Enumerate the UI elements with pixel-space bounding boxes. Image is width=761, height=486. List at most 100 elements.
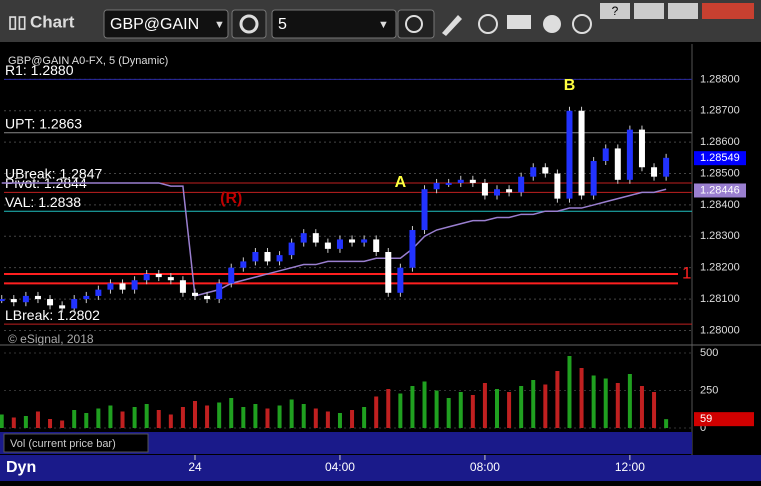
volume-bar <box>434 390 439 428</box>
volume-bar <box>627 374 632 428</box>
volume-bar <box>108 405 113 428</box>
volume-bar <box>265 408 270 428</box>
candle <box>119 283 126 290</box>
maximize-button[interactable] <box>668 3 698 19</box>
study-button[interactable] <box>478 14 498 34</box>
candle <box>433 182 440 190</box>
symbol: GBP@GAIN <box>110 16 199 33</box>
y-tick-label: 1.28800 <box>700 73 740 85</box>
y-tick-label: 1.28700 <box>700 105 740 117</box>
volume-bar <box>144 404 149 428</box>
interval-box[interactable] <box>271 9 397 39</box>
volume-bar <box>180 407 185 428</box>
volume-bar <box>422 381 427 428</box>
candle <box>578 110 585 196</box>
candle <box>324 242 331 249</box>
volume-bar <box>60 420 65 428</box>
candle <box>10 299 17 303</box>
clock-icon <box>405 15 423 33</box>
help-button[interactable] <box>600 3 630 19</box>
volume-tag-label: 59 <box>700 413 712 425</box>
candle <box>312 233 319 243</box>
candle <box>349 239 356 243</box>
x-tick-label: 12:00 <box>615 460 645 474</box>
play-button[interactable] <box>543 15 561 33</box>
volume-bar <box>217 402 222 428</box>
candle <box>457 179 464 183</box>
volume-bar <box>11 417 16 428</box>
candle <box>373 239 380 252</box>
mode-label[interactable]: Dyn <box>6 459 36 476</box>
price-tag-label: 1.28549 <box>700 152 740 164</box>
volume-bar <box>84 413 89 428</box>
candle <box>421 189 428 231</box>
x-tick-label: 04:00 <box>325 460 355 474</box>
interval: 5 <box>278 16 287 33</box>
settings-button[interactable] <box>231 9 267 39</box>
volume-bar <box>507 392 512 428</box>
candle <box>47 299 54 306</box>
candle <box>179 280 186 293</box>
level-label: LBreak: 1.2802 <box>5 307 100 323</box>
volume-bar <box>579 368 584 428</box>
volume-bar <box>615 383 620 428</box>
copyright: © eSignal, 2018 <box>8 332 94 346</box>
get-button[interactable] <box>507 15 531 29</box>
y-tick-label: 1.28400 <box>700 199 740 211</box>
volume-bar <box>386 389 391 428</box>
y-tick-label: 1.28600 <box>700 136 740 148</box>
volume-bar <box>591 375 596 428</box>
candle <box>409 230 416 268</box>
price-tag <box>694 183 746 198</box>
price-tag <box>694 151 746 166</box>
volume-bar <box>495 389 499 428</box>
volume-bar <box>458 392 463 428</box>
volume-bar <box>325 411 330 428</box>
candle <box>167 277 174 281</box>
volume-bar <box>205 405 210 428</box>
annotation: B <box>564 77 576 94</box>
volume-bar <box>289 399 294 428</box>
candle <box>445 182 452 185</box>
volume-bar <box>374 396 379 428</box>
volume-bar <box>48 419 53 428</box>
x-tick-label: 24 <box>188 460 202 474</box>
volume-bar <box>156 410 161 428</box>
chart-title: GBP@GAIN A0-FX, 5 (Dynamic) <box>8 55 168 67</box>
candle <box>155 273 162 278</box>
help-label: ? <box>612 4 619 18</box>
symbol-box[interactable] <box>103 9 229 39</box>
candle <box>300 233 307 243</box>
candle <box>143 273 150 281</box>
candle <box>590 160 597 196</box>
level-label: UPT: 1.2863 <box>5 115 82 131</box>
minimize-button[interactable] <box>634 3 664 19</box>
volume-bar <box>639 386 644 428</box>
candle <box>192 292 198 296</box>
candle <box>602 148 609 161</box>
alert-button[interactable] <box>572 14 592 34</box>
dropdown-arrow: ▼ <box>378 19 389 31</box>
volume-bar <box>531 380 536 428</box>
volume-bar <box>35 411 40 428</box>
volume-bar <box>0 414 4 428</box>
close-button[interactable] <box>702 3 754 19</box>
volume-bar <box>664 419 669 428</box>
level-label: UBreak: 1.2847 <box>5 166 102 182</box>
volume-tick-label: 500 <box>700 347 718 359</box>
annotation: A <box>395 174 407 191</box>
candle <box>131 280 138 290</box>
candle <box>494 189 500 196</box>
y-tick-label: 1.28000 <box>700 324 740 336</box>
volume-bar <box>23 416 28 428</box>
volume-bar <box>519 386 524 428</box>
candle <box>663 157 670 177</box>
volume-bar <box>120 411 125 428</box>
candle <box>83 295 90 300</box>
y-tick-label: 1.28100 <box>700 293 740 305</box>
time-button[interactable] <box>397 9 435 39</box>
draw-button[interactable] <box>442 15 462 36</box>
volume-bar <box>132 407 137 428</box>
